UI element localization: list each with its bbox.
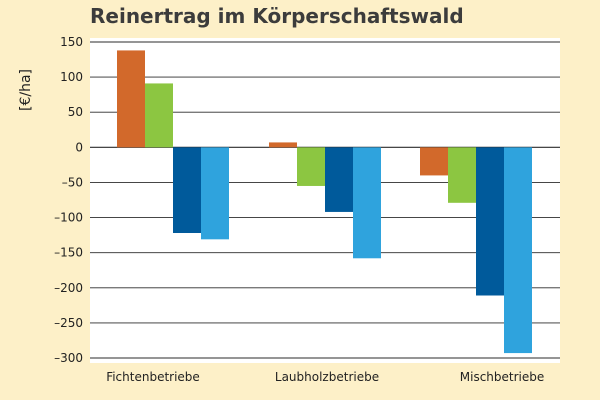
y-tick-label: –100	[54, 211, 83, 225]
y-tick-label: –250	[54, 316, 83, 330]
bar	[117, 50, 145, 148]
bars	[117, 50, 532, 354]
bar	[145, 83, 173, 148]
bar	[201, 147, 229, 240]
y-tick-labels: 150 100 50 0 –50 –100 –150 –200 –250 –300	[54, 35, 83, 365]
y-tick-label: –150	[54, 246, 83, 260]
bar	[173, 147, 201, 234]
bar	[504, 147, 532, 354]
category-labels: Fichtenbetriebe Laubholzbetriebe Mischbetr…	[106, 370, 544, 384]
bar	[269, 142, 297, 148]
bar	[297, 147, 325, 186]
bar	[476, 147, 504, 296]
category-label: Laubholzbetriebe	[275, 370, 379, 384]
bar	[448, 147, 476, 203]
chart-title: Reinertrag im Körperschaftswald	[90, 4, 464, 28]
y-tick-label: 100	[60, 70, 83, 84]
y-tick-label: 150	[60, 35, 83, 49]
y-tick-label: 50	[68, 105, 83, 119]
y-tick-label: –50	[62, 175, 83, 189]
bar	[325, 147, 353, 212]
category-label: Mischbetriebe	[460, 370, 545, 384]
bar	[420, 147, 448, 176]
y-tick-label: –200	[54, 281, 83, 295]
y-tick-label: –300	[54, 351, 83, 365]
bar	[353, 147, 381, 259]
y-tick-label: 0	[75, 140, 83, 154]
category-label: Fichtenbetriebe	[106, 370, 200, 384]
